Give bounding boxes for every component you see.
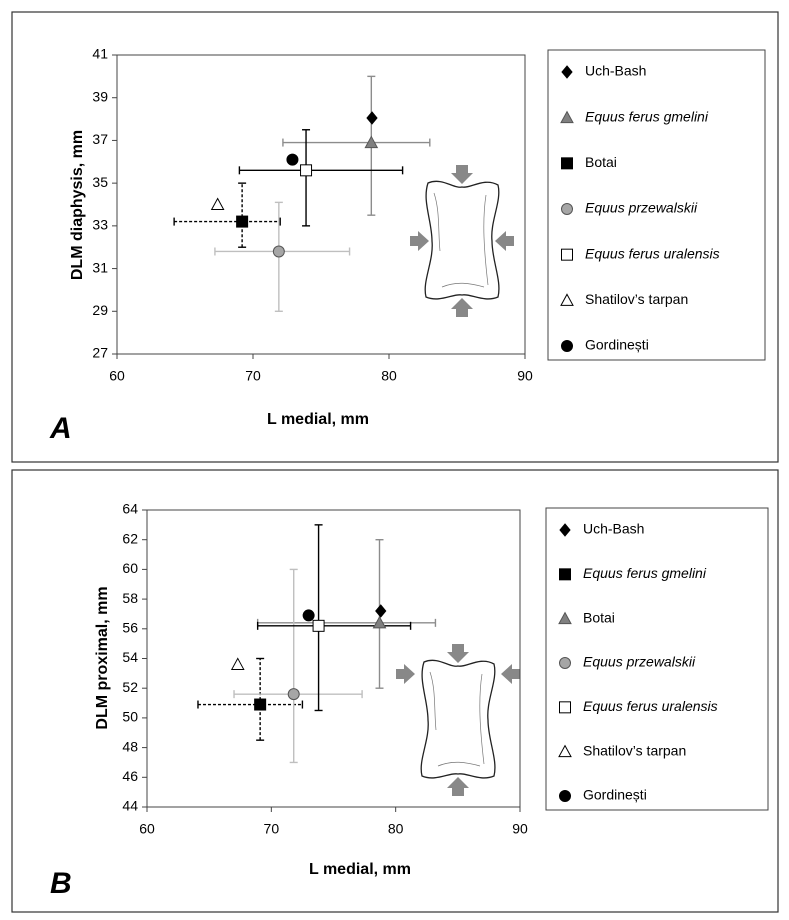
marker-circle: [559, 790, 571, 802]
y-tick-label: 56: [122, 620, 138, 636]
x-tick-label: 60: [139, 821, 155, 837]
marker-circle: [559, 657, 571, 669]
marker-square: [561, 157, 573, 170]
x-tick-label: 70: [264, 821, 280, 837]
panel-label: A: [49, 412, 72, 445]
bone-illustration: [410, 165, 514, 317]
legend-label: Uch-Bash: [583, 521, 644, 537]
marker-circle: [286, 153, 299, 166]
marker-square: [236, 215, 249, 228]
marker-diamond: [561, 65, 573, 79]
legend-label: Gordinești: [583, 787, 647, 803]
y-tick-label: 27: [92, 345, 108, 361]
y-tick-label: 52: [122, 679, 138, 695]
marker-circle: [287, 688, 300, 701]
x-axis-label: L medial, mm: [267, 411, 369, 428]
legend-label: Botai: [585, 154, 617, 170]
y-tick-label: 64: [122, 501, 138, 517]
marker-triangle: [230, 657, 245, 670]
panel-label: B: [50, 867, 72, 900]
marker-square: [559, 701, 571, 714]
y-tick-label: 33: [92, 217, 108, 233]
marker-diamond: [366, 111, 378, 125]
legend-label: Equus ferus gmelini: [585, 108, 709, 124]
y-tick-label: 58: [122, 590, 138, 606]
y-tick-label: 60: [122, 560, 138, 576]
marker-triangle: [558, 744, 572, 758]
y-tick-label: 41: [92, 46, 108, 62]
y-tick-label: 37: [92, 131, 108, 147]
y-tick-label: 31: [92, 259, 108, 275]
x-tick-label: 90: [517, 368, 533, 384]
y-tick-label: 29: [92, 302, 108, 318]
y-tick-label: 62: [122, 530, 138, 546]
marker-triangle: [558, 611, 572, 625]
x-tick-label: 60: [109, 368, 125, 384]
legend-label: Equus ferus uralensis: [583, 698, 718, 714]
legend-label: Gordinești: [585, 337, 649, 353]
legend-label: Equus przewalskii: [585, 200, 698, 216]
y-axis-label: DLM diaphysis, mm: [69, 130, 86, 280]
legend-label: Equus ferus gmelini: [583, 565, 707, 581]
marker-circle: [561, 340, 573, 352]
legend-label: Botai: [583, 609, 615, 625]
marker-triangle: [210, 197, 225, 210]
bone-illustration: [396, 644, 520, 796]
legend-box: [545, 507, 769, 811]
marker-triangle: [372, 615, 387, 629]
legend-label: Uch-Bash: [585, 63, 646, 79]
panel-frame: [11, 11, 779, 463]
y-tick-label: 46: [122, 768, 138, 784]
panel-frame: [11, 469, 779, 913]
marker-circle: [302, 609, 315, 622]
marker-triangle: [364, 135, 379, 149]
y-axis-label: DLM proximal, mm: [94, 586, 111, 729]
marker-circle: [561, 203, 573, 215]
x-tick-label: 80: [381, 368, 397, 384]
legend-label: Shatilov’s tarpan: [585, 291, 688, 307]
marker-square: [561, 248, 573, 261]
marker-triangle: [560, 110, 574, 124]
marker-triangle: [560, 293, 574, 306]
marker-circle: [272, 245, 285, 258]
legend-box: [547, 49, 766, 361]
y-tick-label: 44: [122, 798, 138, 814]
y-tick-label: 39: [92, 88, 108, 104]
marker-square: [300, 164, 313, 177]
x-tick-label: 80: [388, 821, 404, 837]
y-tick-label: 50: [122, 709, 138, 725]
y-tick-label: 48: [122, 738, 138, 754]
y-tick-label: 35: [92, 174, 108, 190]
legend-label: Shatilov’s tarpan: [583, 742, 686, 758]
legend-label: Equus ferus uralensis: [585, 245, 720, 261]
legend-label: Equus przewalskii: [583, 654, 696, 670]
plot-area: [116, 54, 526, 355]
marker-square: [559, 568, 571, 581]
marker-square: [254, 698, 267, 711]
x-axis-label: L medial, mm: [309, 861, 411, 878]
marker-diamond: [375, 604, 387, 618]
x-tick-label: 90: [512, 821, 528, 837]
marker-square: [312, 619, 325, 632]
y-tick-label: 54: [122, 649, 138, 665]
x-tick-label: 70: [245, 368, 261, 384]
marker-diamond: [559, 523, 571, 537]
